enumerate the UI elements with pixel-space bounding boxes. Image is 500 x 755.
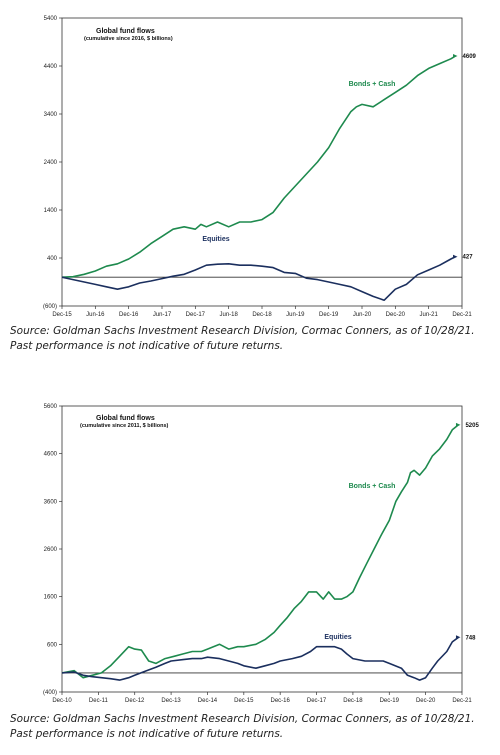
x-tick-label: Dec-13: [161, 698, 181, 704]
x-tick-label: Dec-10: [52, 698, 72, 704]
x-tick-label: Dec-16: [271, 698, 291, 704]
y-tick-label: (400): [43, 690, 57, 696]
x-tick-label: Dec-14: [198, 698, 218, 704]
line-chart-since-2016: 5400 4400 3400 2400 1400 400 (600) Dec-15 Jun-16…: [43, 16, 477, 318]
x-tick-label: Dec-15: [234, 698, 254, 704]
chart-subtitle: (cumulative since 2016, $ billions): [84, 36, 173, 42]
y-tick-label: 4600: [44, 452, 58, 458]
source-caption: Source: Goldman Sachs Investment Researc…: [10, 713, 475, 740]
x-tick-label: Jun-16: [86, 312, 105, 318]
y-tick-label: 3400: [44, 112, 58, 118]
x-tick-label: Dec-17: [186, 312, 206, 318]
chart-panel-2011: 5600 4600 3600 2600 1600 600 (400) Dec-10 Dec-11…: [0, 392, 500, 755]
x-tick-label: Dec-12: [125, 698, 145, 704]
series-end-value-label: 5205: [465, 423, 479, 429]
x-tick-label: Jun-19: [286, 312, 305, 318]
x-tick-label: Dec-21: [452, 312, 472, 318]
x-tick-label: Dec-21: [452, 698, 472, 704]
y-tick-label: 5600: [44, 404, 58, 410]
series-name-label: Equities: [324, 634, 351, 641]
x-tick-label: Dec-17: [307, 698, 327, 704]
y-tick-label: 3600: [44, 499, 58, 505]
chart-title: Global fund flows: [96, 28, 155, 35]
plot-frame: [61, 17, 463, 307]
x-tick-label: Dec-19: [380, 698, 400, 704]
x-tick-label: Dec-15: [52, 312, 72, 318]
x-tick-label: Dec-20: [416, 698, 436, 704]
series-name-label: Bonds + Cash: [349, 81, 396, 88]
series-end-value-label: 4609: [463, 54, 477, 60]
y-tick-label: 2400: [44, 160, 58, 166]
series-line-equities: [61, 636, 459, 681]
x-tick-label: Dec-11: [89, 698, 109, 704]
chart-subtitle: (cumulative since 2011, $ billions): [80, 423, 169, 429]
source-caption: Source: Goldman Sachs Investment Researc…: [10, 325, 475, 352]
series-line-bonds-cash: [61, 424, 460, 679]
x-tick-label: Jun-17: [153, 312, 172, 318]
x-tick-label: Jun-18: [219, 312, 238, 318]
series-end-marker: [455, 635, 461, 640]
y-tick-label: 600: [47, 642, 58, 648]
series-end-marker: [453, 53, 458, 58]
series-name-label: Equities: [202, 236, 229, 243]
y-tick-label: (600): [43, 304, 57, 310]
series-line-equities: [61, 255, 456, 302]
plot-frame: [61, 405, 463, 693]
y-tick-label: 2600: [44, 547, 58, 553]
x-tick-label: Dec-18: [343, 698, 363, 704]
x-tick-label: Dec-18: [252, 312, 272, 318]
series-end-value-label: 427: [463, 255, 474, 261]
x-tick-label: Jun-20: [353, 312, 372, 318]
x-tick-label: Dec-16: [119, 312, 139, 318]
y-tick-label: 5400: [44, 16, 58, 22]
series-end-marker: [455, 422, 461, 427]
chart-title: Global fund flows: [96, 415, 155, 422]
x-tick-label: Jun-21: [419, 312, 438, 318]
y-tick-label: 1400: [44, 208, 58, 214]
x-tick-label: Dec-19: [319, 312, 339, 318]
series-name-label: Bonds + Cash: [349, 483, 396, 490]
series-line-bonds-cash: [61, 55, 456, 278]
series-end-marker: [453, 254, 458, 259]
line-chart-since-2011: 5600 4600 3600 2600 1600 600 (400) Dec-10 Dec-11…: [43, 404, 479, 704]
y-tick-label: 4400: [44, 64, 58, 70]
chart-panel-2016: 5400 4400 3400 2400 1400 400 (600) Dec-15 Jun-16…: [0, 0, 500, 360]
x-tick-label: Dec-20: [386, 312, 406, 318]
y-tick-label: 1600: [44, 595, 58, 601]
series-end-value-label: 748: [465, 635, 476, 641]
y-tick-label: 400: [47, 256, 58, 262]
